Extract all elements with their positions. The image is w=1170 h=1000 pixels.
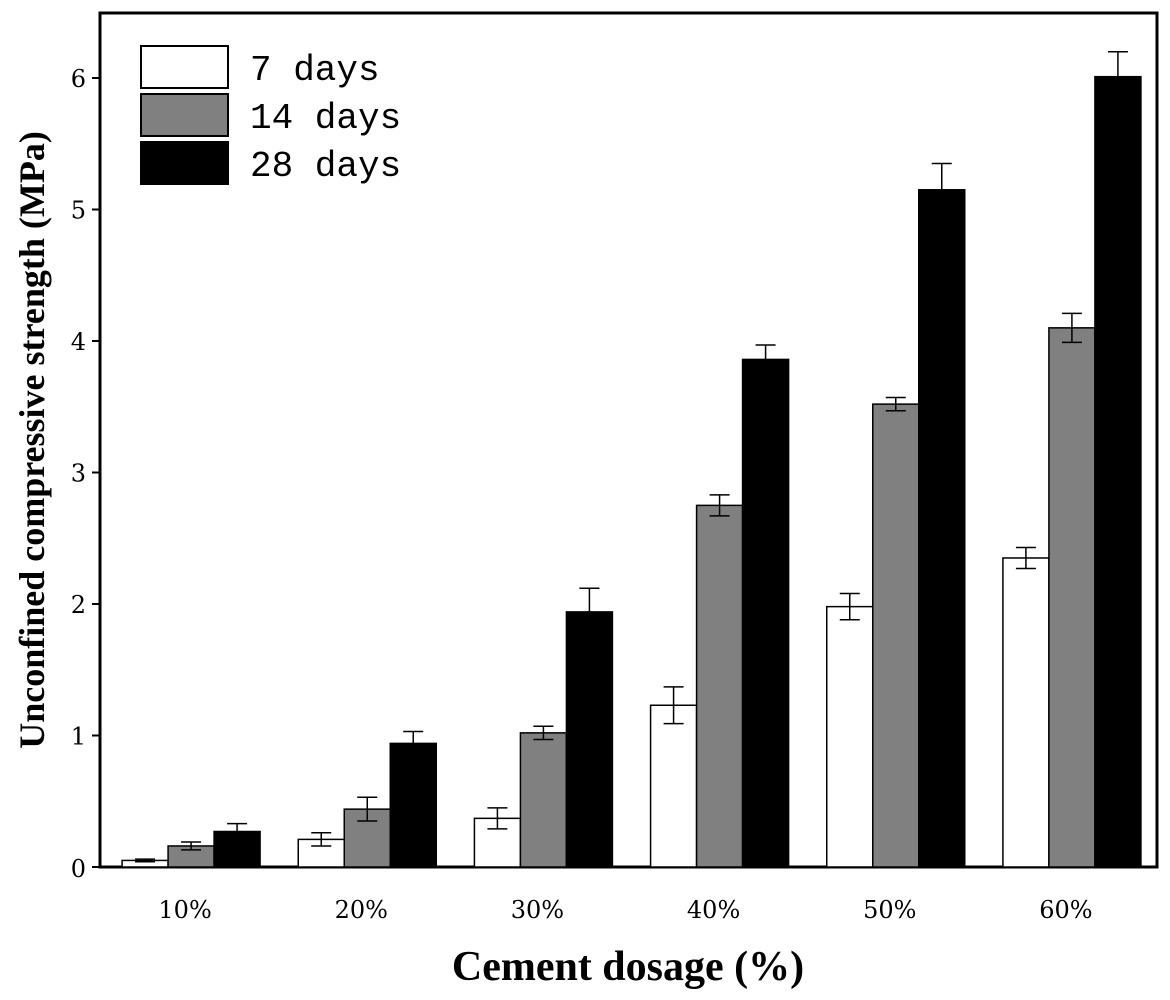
legend-label: 7 days — [250, 50, 380, 91]
bar-14-days-30pct — [519, 732, 568, 868]
error-bar — [1107, 50, 1128, 103]
error-bar — [227, 822, 248, 841]
error-bar — [579, 587, 600, 637]
x-tick-label: 50% — [863, 896, 916, 924]
bar-7-days-30pct — [473, 817, 522, 868]
bars — [121, 75, 1142, 868]
y-tick-label: 1 — [71, 723, 86, 751]
error-bar — [839, 592, 860, 621]
y-tick-label: 6 — [71, 65, 86, 93]
bar-28-days-60pct — [1094, 75, 1142, 868]
y-tick-label: 4 — [71, 328, 86, 356]
error-bar — [1015, 546, 1036, 570]
bar-28-days-50pct — [918, 189, 966, 868]
y-tick-label: 2 — [71, 591, 86, 619]
error-bar — [709, 494, 730, 517]
legend-swatch — [140, 141, 229, 185]
bar-14-days-40pct — [695, 504, 744, 868]
error-bar — [181, 841, 202, 851]
error-bar — [755, 344, 776, 375]
bar-28-days-30pct — [565, 611, 614, 868]
error-bar — [663, 686, 684, 725]
legend-swatch — [140, 45, 229, 89]
bar-7-days-20pct — [297, 838, 345, 868]
bar-7-days-40pct — [649, 704, 698, 868]
error-bar — [487, 807, 508, 830]
legend: 7 days 14 days 28 days — [140, 45, 401, 187]
error-bars — [135, 50, 1128, 863]
x-tick-label: 10% — [158, 896, 211, 924]
bar-28-days-40pct — [741, 358, 790, 868]
x-tick-label: 40% — [687, 896, 740, 924]
bar-7-days-60pct — [1002, 557, 1050, 868]
error-bar — [931, 162, 952, 217]
error-bar — [1061, 312, 1082, 344]
error-bar — [403, 730, 424, 756]
plot-frame — [98, 11, 1159, 869]
y-tick-label: 0 — [71, 855, 86, 883]
y-axis: 0 1 2 3 4 5 6 — [71, 65, 100, 883]
bar-7-days-50pct — [826, 605, 874, 868]
error-bar — [311, 832, 332, 847]
bar-14-days-60pct — [1048, 327, 1096, 868]
error-bar — [135, 858, 156, 863]
x-axis-title: Cement dosage (%) — [452, 944, 804, 990]
bar-28-days-20pct — [389, 742, 437, 868]
legend-swatch — [140, 93, 229, 137]
legend-label: 28 days — [250, 146, 401, 187]
legend-label: 14 days — [250, 98, 401, 139]
y-axis-title: Unconfined compressive strength (MPa) — [12, 131, 52, 749]
y-tick-label: 3 — [71, 460, 86, 488]
error-bar — [533, 725, 554, 741]
x-axis: 10% 20% 30% 40% 50% 60% — [158, 896, 1092, 924]
error-bar — [357, 796, 378, 822]
y-tick-label: 5 — [71, 197, 86, 225]
bar-14-days-50pct — [872, 403, 920, 868]
x-tick-label: 30% — [511, 896, 564, 924]
x-tick-label: 20% — [335, 896, 388, 924]
error-bar — [885, 396, 906, 412]
x-tick-label: 60% — [1039, 896, 1092, 924]
